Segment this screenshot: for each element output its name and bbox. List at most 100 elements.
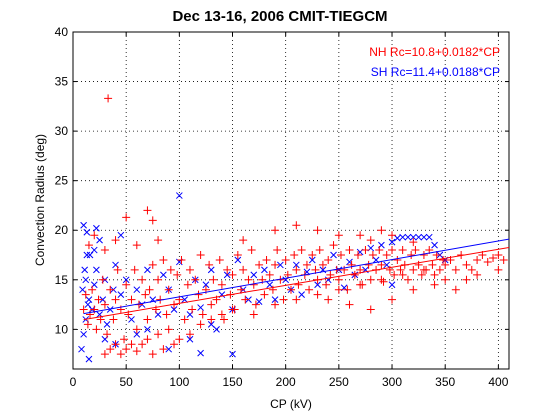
- data-point: [428, 260, 437, 269]
- data-point: [432, 251, 441, 260]
- data-point: [117, 231, 125, 239]
- data-point: [93, 224, 100, 232]
- chart-title: Dec 13-16, 2006 CMIT-TIEGCM: [172, 8, 387, 25]
- y-tick-label: 20: [55, 223, 69, 237]
- data-point: [292, 221, 301, 230]
- data-point: [281, 255, 290, 264]
- data-point: [366, 275, 375, 284]
- data-point: [103, 330, 112, 339]
- data-point: [80, 221, 87, 229]
- y-tick-label: 35: [55, 75, 69, 89]
- data-point: [377, 275, 386, 284]
- data-point: [250, 271, 258, 279]
- data-point: [106, 306, 114, 313]
- x-tick-label: 400: [488, 375, 508, 389]
- data-point: [419, 251, 428, 260]
- data-point: [356, 231, 365, 240]
- data-point: [83, 320, 92, 329]
- data-point: [133, 286, 141, 294]
- data-point: [120, 335, 129, 344]
- data-point: [198, 310, 207, 319]
- data-point: [313, 226, 322, 235]
- data-point: [366, 236, 375, 245]
- data-point: [383, 261, 391, 269]
- data-point: [451, 265, 460, 274]
- data-point: [93, 266, 100, 274]
- data-point: [393, 234, 401, 242]
- data-point: [148, 350, 157, 359]
- x-tick-label: 200: [276, 375, 296, 389]
- data-point: [290, 251, 299, 260]
- data-point: [106, 285, 115, 294]
- data-point: [398, 270, 407, 279]
- series-sh: [78, 192, 449, 363]
- data-point: [439, 255, 448, 264]
- data-point: [499, 255, 508, 264]
- data-point: [271, 300, 280, 309]
- data-point: [233, 251, 242, 260]
- data-point: [111, 295, 120, 304]
- x-tick-label: 250: [329, 375, 349, 389]
- data-point: [494, 251, 503, 260]
- data-point: [154, 236, 163, 245]
- data-point: [220, 315, 229, 324]
- data-point: [128, 316, 135, 323]
- y-tick-label: 30: [55, 124, 69, 138]
- data-point: [166, 265, 175, 274]
- data-point: [202, 281, 210, 289]
- data-point: [265, 270, 274, 279]
- data-point: [403, 275, 412, 284]
- data-point: [79, 305, 88, 314]
- data-point: [350, 270, 359, 279]
- data-point: [388, 246, 397, 255]
- data-point: [419, 265, 428, 274]
- data-point: [180, 315, 189, 324]
- data-point: [364, 260, 373, 269]
- data-point: [266, 281, 274, 289]
- data-point: [122, 345, 131, 354]
- data-point: [111, 236, 120, 245]
- data-point: [132, 347, 141, 356]
- data-point: [420, 233, 428, 241]
- data-point: [379, 277, 388, 286]
- data-point: [116, 350, 125, 359]
- data-point: [162, 310, 171, 319]
- data-point: [159, 255, 168, 264]
- data-point: [127, 340, 136, 349]
- data-point: [404, 233, 412, 241]
- data-point: [81, 266, 89, 274]
- data-point: [223, 271, 231, 279]
- data-point: [229, 350, 236, 358]
- data-point: [249, 310, 258, 319]
- data-point: [255, 298, 263, 305]
- data-point: [103, 321, 111, 328]
- data-point: [441, 260, 450, 269]
- data-point: [197, 304, 204, 311]
- data-point: [430, 280, 439, 289]
- x-axis: 0 50 100 150 200 250 300 350 400: [70, 32, 509, 389]
- data-point: [347, 260, 356, 269]
- data-point: [322, 280, 331, 289]
- x-tick-label: 350: [435, 375, 455, 389]
- plot-area: [72, 31, 510, 370]
- data-point: [85, 296, 93, 303]
- data-point: [170, 340, 179, 349]
- data-point: [239, 265, 248, 274]
- y-tick-label: 10: [55, 322, 69, 336]
- data-point: [287, 285, 295, 294]
- data-point: [305, 285, 314, 294]
- data-point: [334, 285, 343, 294]
- data-point: [336, 251, 345, 260]
- data-point: [409, 238, 418, 247]
- data-point: [130, 265, 139, 274]
- data-point: [79, 286, 86, 294]
- data-point: [302, 260, 311, 269]
- data-point: [122, 276, 130, 284]
- data-point: [81, 290, 90, 299]
- data-point: [132, 325, 141, 334]
- data-point: [183, 280, 192, 289]
- data-point: [409, 233, 417, 241]
- data-point: [451, 285, 460, 294]
- data-point: [292, 265, 301, 274]
- data-marks: [78, 94, 508, 363]
